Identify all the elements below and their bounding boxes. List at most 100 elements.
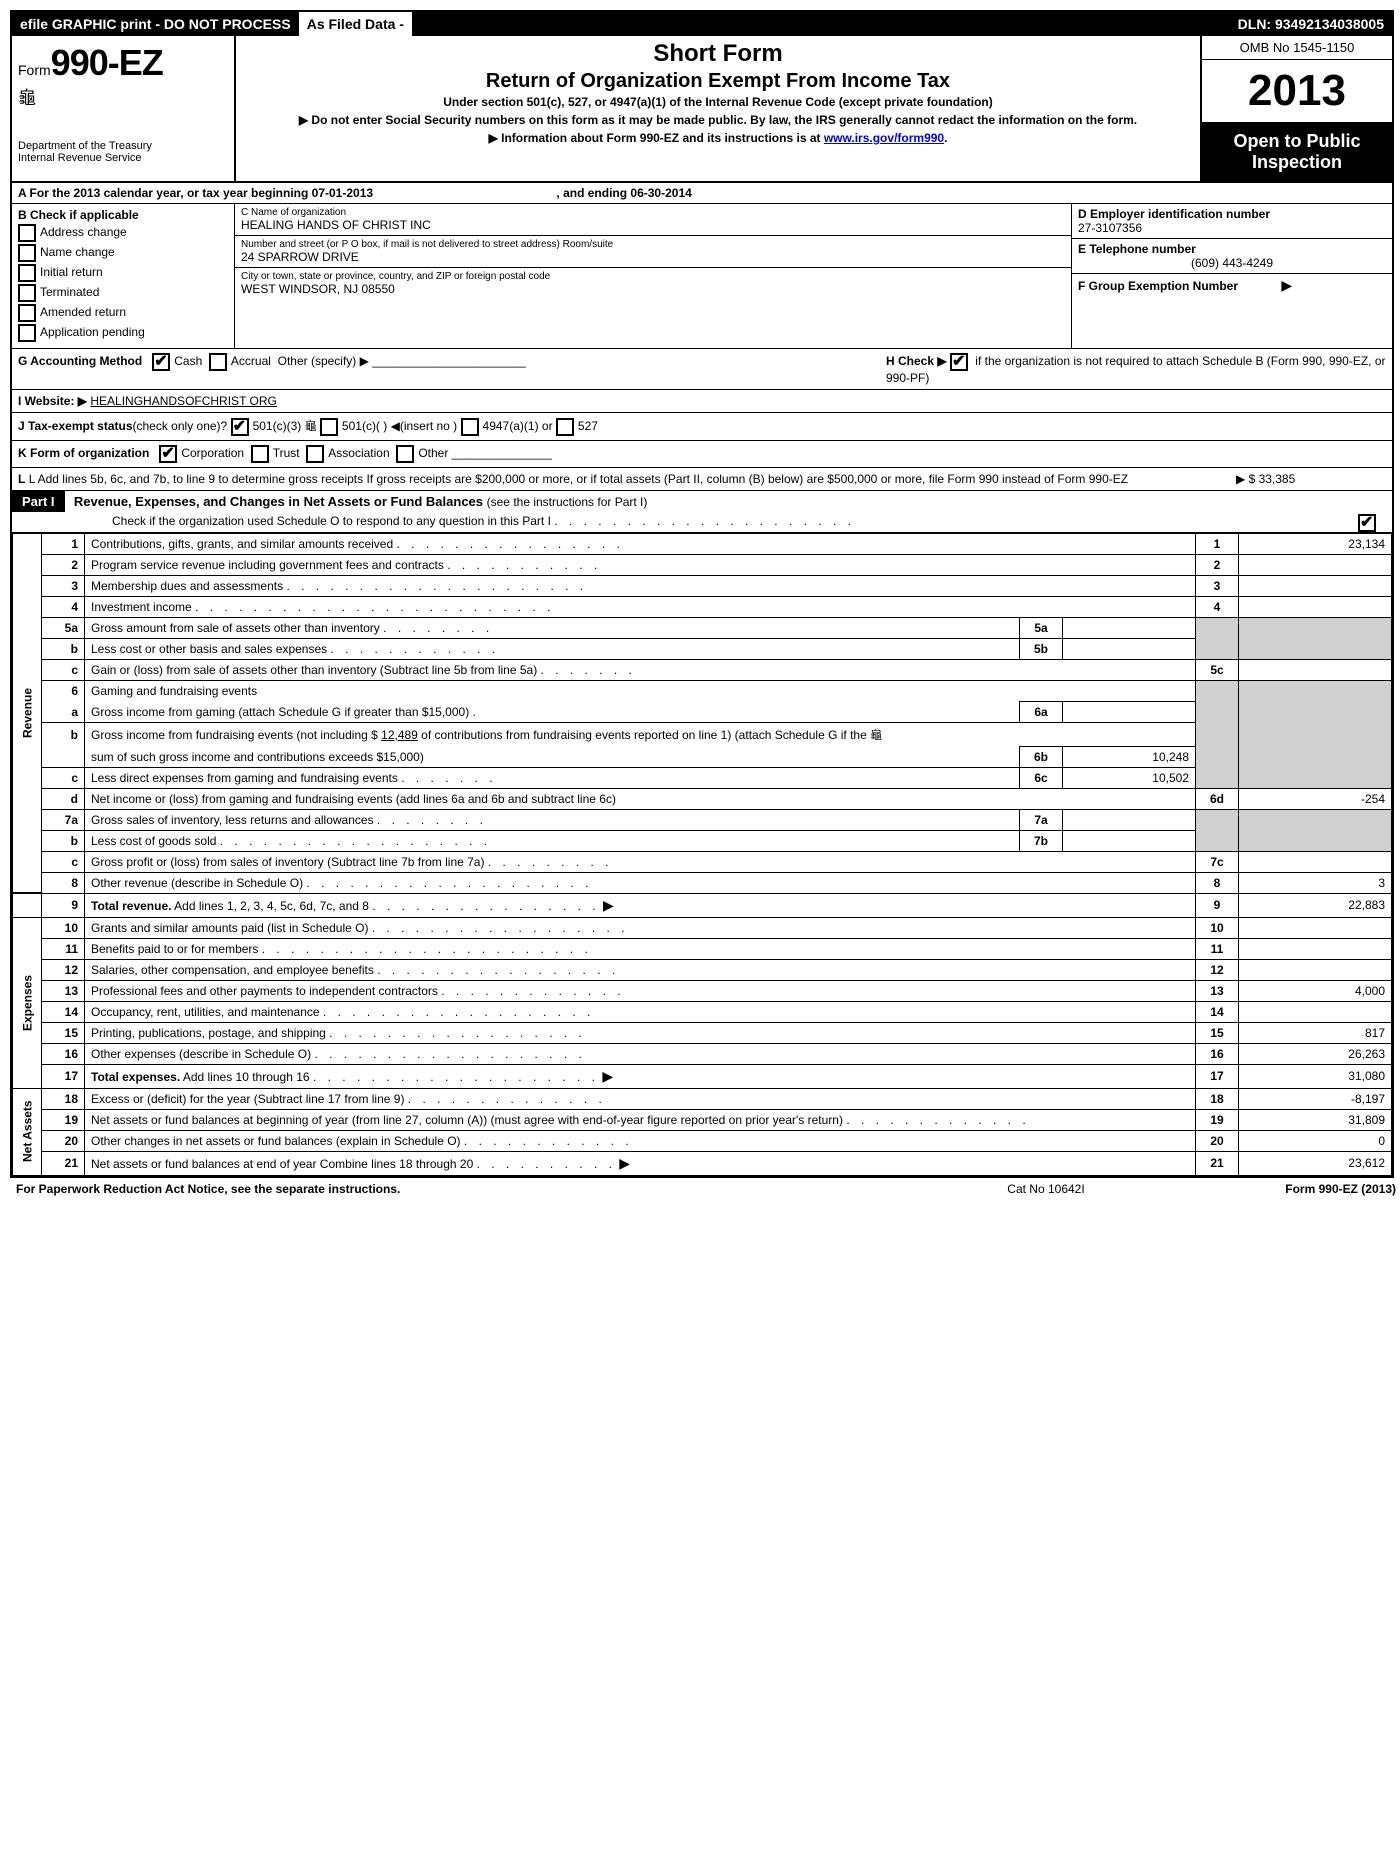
l6-amt-shaded — [1239, 680, 1392, 701]
l6c-amt-shaded — [1239, 767, 1392, 788]
form-number: Form990-EZ — [18, 42, 228, 84]
l6-rn-shaded — [1196, 680, 1239, 701]
l6c-rn-shaded — [1196, 767, 1239, 788]
chk-corp[interactable] — [159, 445, 177, 463]
l17-desc: Total expenses. Add lines 10 through 16 … — [85, 1064, 1196, 1088]
chk-trust[interactable] — [251, 445, 269, 463]
header-mid: Short Form Return of Organization Exempt… — [236, 36, 1200, 181]
l5a-mamt — [1063, 617, 1196, 638]
l5b-rn-shaded — [1196, 638, 1239, 659]
l6b-desc-2: sum of such gross income and contributio… — [85, 746, 1020, 767]
chk-501c[interactable] — [320, 418, 338, 436]
l16-desc: Other expenses (describe in Schedule O) … — [85, 1043, 1196, 1064]
part1-table: Revenue 1 Contributions, gifts, grants, … — [12, 533, 1392, 1176]
vlabel-rev-end — [13, 893, 42, 917]
chk-cash[interactable] — [152, 353, 170, 371]
l10-rn: 10 — [1196, 917, 1239, 938]
chk-amended[interactable] — [18, 304, 36, 322]
chk-name-change[interactable] — [18, 244, 36, 262]
l5a-mn: 5a — [1020, 617, 1063, 638]
lbl-527: 527 — [578, 419, 598, 433]
chk-address-change[interactable] — [18, 224, 36, 242]
l5a-rn-shaded — [1196, 617, 1239, 638]
l12-desc: Salaries, other compensation, and employ… — [85, 959, 1196, 980]
chk-accrual[interactable] — [209, 353, 227, 371]
chk-terminated[interactable] — [18, 284, 36, 302]
chk-schedule-b[interactable] — [950, 353, 968, 371]
l-desc: L Add lines 5b, 6c, and 7b, to line 9 to… — [29, 472, 1128, 486]
header-right: OMB No 1545-1150 2013 Open to Public Ins… — [1200, 36, 1392, 181]
lbl-name-change: Name change — [40, 245, 115, 259]
l15-desc: Printing, publications, postage, and shi… — [85, 1022, 1196, 1043]
l8-rn: 8 — [1196, 872, 1239, 893]
l5b-amt-shaded — [1239, 638, 1392, 659]
chk-k-other[interactable] — [396, 445, 414, 463]
l21-amt: 23,612 — [1239, 1151, 1392, 1175]
l5c-amt — [1239, 659, 1392, 680]
chk-initial-return[interactable] — [18, 264, 36, 282]
lbl-501c3: 501(c)(3) — [253, 419, 302, 433]
row-gh: G Accounting Method Cash Accrual Other (… — [12, 349, 1392, 390]
l5b-mamt — [1063, 638, 1196, 659]
l18-amt: -8,197 — [1239, 1088, 1392, 1109]
efile-label: efile GRAPHIC print - DO NOT PROCESS — [12, 12, 299, 36]
website-link[interactable]: HEALINGHANDSOFCHRIST ORG — [90, 394, 276, 408]
i-label: I Website: ▶ — [18, 394, 87, 408]
l20-desc: Other changes in net assets or fund bala… — [85, 1130, 1196, 1151]
chk-4947[interactable] — [461, 418, 479, 436]
l18-num: 18 — [42, 1088, 85, 1109]
chk-schedule-o[interactable] — [1358, 514, 1376, 532]
l1-desc: Contributions, gifts, grants, and simila… — [85, 533, 1196, 554]
line-k: K Form of organization Corporation Trust… — [12, 441, 1392, 468]
l6d-amt: -254 — [1239, 788, 1392, 809]
vlabel-expenses: Expenses — [13, 917, 42, 1088]
l16-rn: 16 — [1196, 1043, 1239, 1064]
box-c: C Name of organization HEALING HANDS OF … — [235, 204, 1072, 348]
l12-amt — [1239, 959, 1392, 980]
l6b-desc-1: Gross income from fundraising events (no… — [85, 722, 1196, 746]
box-def: D Employer identification number 27-3107… — [1072, 204, 1392, 348]
l16-amt: 26,263 — [1239, 1043, 1392, 1064]
city-label: City or town, state or province, country… — [241, 271, 1065, 282]
l6a-mamt — [1063, 701, 1196, 722]
chk-501c3[interactable] — [231, 418, 249, 436]
title-return: Return of Organization Exempt From Incom… — [246, 70, 1190, 93]
lbl-amended: Amended return — [40, 305, 126, 319]
l20-num: 20 — [42, 1130, 85, 1151]
lbl-address-change: Address change — [40, 225, 127, 239]
l4-num: 4 — [42, 596, 85, 617]
chk-app-pending[interactable] — [18, 324, 36, 342]
note-ssn: ▶ Do not enter Social Security numbers o… — [246, 113, 1190, 127]
ein: 27-3107356 — [1078, 221, 1386, 235]
l6c-mn: 6c — [1020, 767, 1063, 788]
k-label: K Form of organization — [18, 446, 149, 460]
l6a-rn-shaded — [1196, 701, 1239, 722]
l5c-desc: Gain or (loss) from sale of assets other… — [85, 659, 1196, 680]
l6b2-rn-shaded — [1196, 746, 1239, 767]
g-label: G Accounting Method — [18, 354, 142, 368]
title-shortform: Short Form — [246, 40, 1190, 68]
chk-527[interactable] — [556, 418, 574, 436]
lbl-cash: Cash — [174, 354, 202, 368]
tel-label: E Telephone number — [1078, 242, 1386, 256]
l19-desc: Net assets or fund balances at beginning… — [85, 1109, 1196, 1130]
l20-rn: 20 — [1196, 1130, 1239, 1151]
lbl-trust: Trust — [273, 446, 300, 460]
l6-desc: Gaming and fundraising events — [85, 680, 1196, 701]
l7a-num: 7a — [42, 809, 85, 830]
l18-rn: 18 — [1196, 1088, 1239, 1109]
irs-link[interactable]: www.irs.gov/form990 — [824, 131, 944, 145]
chk-assoc[interactable] — [306, 445, 324, 463]
l7c-desc: Gross profit or (loss) from sales of inv… — [85, 851, 1196, 872]
l5b-num: b — [42, 638, 85, 659]
l7c-num: c — [42, 851, 85, 872]
lbl-4947: 4947(a)(1) or — [483, 419, 553, 433]
l15-rn: 15 — [1196, 1022, 1239, 1043]
l11-amt — [1239, 938, 1392, 959]
l6c-num: c — [42, 767, 85, 788]
form-number-big: 990-EZ — [51, 42, 163, 83]
omb-number: OMB No 1545-1150 — [1202, 36, 1392, 60]
l2-amt — [1239, 554, 1392, 575]
l11-rn: 11 — [1196, 938, 1239, 959]
l7a-rn-shaded — [1196, 809, 1239, 830]
